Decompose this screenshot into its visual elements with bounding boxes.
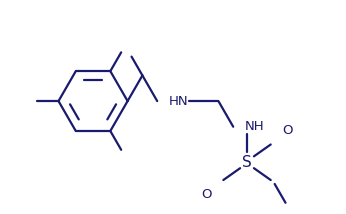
Text: NH: NH — [245, 120, 265, 133]
Text: S: S — [242, 155, 252, 170]
Text: O: O — [201, 188, 211, 201]
Text: HN: HN — [169, 95, 189, 108]
Text: O: O — [283, 124, 293, 137]
